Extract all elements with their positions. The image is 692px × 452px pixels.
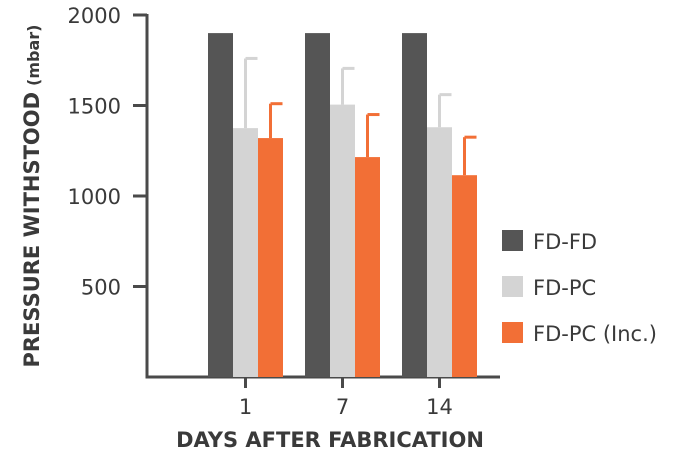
bar <box>208 33 233 377</box>
y-tick-label: 1500 <box>68 95 121 119</box>
x-tick-label: 14 <box>426 395 453 419</box>
legend-label: FD-PC <box>533 276 596 300</box>
legend-swatch <box>502 276 523 297</box>
x-axis-title: DAYS AFTER FABRICATION <box>176 428 484 452</box>
legend: FD-FD FD-PC FD-PC (Inc.) <box>502 230 657 346</box>
bar <box>355 157 380 377</box>
bar <box>452 175 477 377</box>
y-axis-title: PRESSURE WITHSTOOD (mbar) <box>20 25 44 368</box>
bar <box>427 127 452 377</box>
legend-swatch <box>502 322 523 343</box>
x-tick-label: 7 <box>336 395 349 419</box>
bars <box>208 33 477 377</box>
y-tick-label: 1000 <box>68 185 121 209</box>
legend-label: FD-PC (Inc.) <box>533 322 657 346</box>
y-ticks: 500 1000 1500 2000 <box>68 4 147 300</box>
bar <box>305 33 330 377</box>
y-axis-unit: (mbar) <box>24 25 43 86</box>
legend-label: FD-FD <box>533 230 597 254</box>
bar <box>330 104 355 377</box>
legend-swatch <box>502 230 523 251</box>
bar <box>402 33 427 377</box>
bar <box>233 128 258 377</box>
x-tick-label: 1 <box>239 395 252 419</box>
x-ticks: 1 7 14 <box>239 377 453 419</box>
bar <box>258 138 283 377</box>
y-tick-label: 500 <box>81 276 121 300</box>
y-axis-title-text: PRESSURE WITHSTOOD <box>20 92 44 368</box>
y-tick-label: 2000 <box>68 4 121 28</box>
